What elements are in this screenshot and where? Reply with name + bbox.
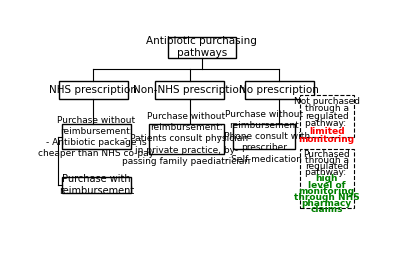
Text: monitoring: monitoring <box>299 187 355 196</box>
FancyBboxPatch shape <box>62 176 131 193</box>
FancyBboxPatch shape <box>233 124 295 149</box>
Text: Purchased: Purchased <box>303 150 350 159</box>
Text: regulated: regulated <box>305 162 348 171</box>
Text: through a: through a <box>305 156 349 165</box>
Text: monitoring: monitoring <box>299 135 355 144</box>
Text: pathway:: pathway: <box>305 120 349 128</box>
Text: limited: limited <box>309 127 344 136</box>
Text: Not purchased: Not purchased <box>294 97 360 106</box>
FancyBboxPatch shape <box>149 124 224 154</box>
Text: Purchase without
reimbursement
- Phone consult with
prescriber
- Self-medication: Purchase without reimbursement - Phone c… <box>218 110 310 164</box>
Text: through a: through a <box>305 104 349 113</box>
FancyBboxPatch shape <box>300 95 354 137</box>
Text: NHS prescription: NHS prescription <box>50 85 137 95</box>
FancyBboxPatch shape <box>300 149 354 208</box>
Text: Purchase without
reimbursement:
- Antibiotic package is
cheaper than NHS co-pay: Purchase without reimbursement: - Antibi… <box>38 116 154 158</box>
Text: Antibiotic purchasing
pathways: Antibiotic purchasing pathways <box>146 36 257 58</box>
Text: pathway:: pathway: <box>305 168 349 177</box>
Text: Purchase with
reimbursement: Purchase with reimbursement <box>59 174 134 196</box>
FancyBboxPatch shape <box>59 80 128 99</box>
FancyBboxPatch shape <box>245 80 314 99</box>
Text: pharmacy: pharmacy <box>302 199 352 208</box>
FancyBboxPatch shape <box>168 37 236 57</box>
Text: regulated: regulated <box>305 112 348 121</box>
Text: high: high <box>316 175 338 183</box>
Text: claims: claims <box>310 205 343 214</box>
Text: level of: level of <box>308 180 346 189</box>
FancyBboxPatch shape <box>62 124 131 149</box>
FancyBboxPatch shape <box>155 80 224 99</box>
Text: Non-NHS prescription: Non-NHS prescription <box>133 85 246 95</box>
Text: No prescription: No prescription <box>240 85 319 95</box>
Text: Purchase without
reimbursement:
- Patients consult physician
in private practice: Purchase without reimbursement: - Patien… <box>122 112 250 166</box>
Text: through NHS: through NHS <box>294 193 360 202</box>
